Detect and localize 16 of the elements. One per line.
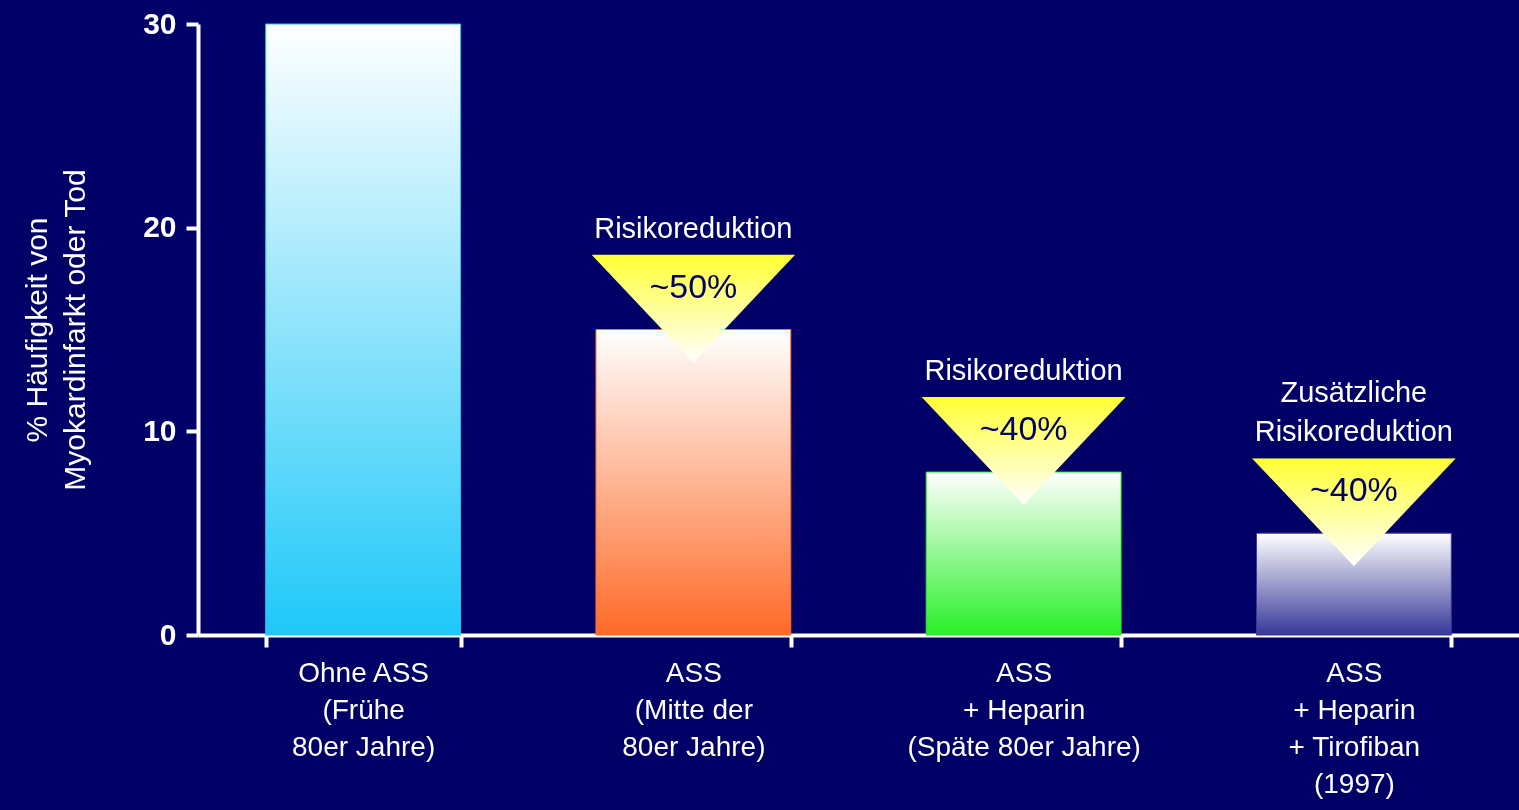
y-axis-title: % Häufigkeit von Myokardinfarkt oder Tod (20, 169, 92, 491)
annotation: ~40% (979, 409, 1068, 448)
y-tick-label: 30 (143, 6, 177, 40)
bar (265, 23, 462, 636)
x-tick-label: ASS (Mitte der 80er Jahre) (622, 656, 766, 762)
x-tick-label: ASS + Heparin (Späte 80er Jahre) (907, 656, 1141, 762)
x-tick-label: ASS + Heparin + Tirofiban (1997) (1288, 656, 1421, 799)
annotation: Risikoreduktion (924, 354, 1123, 387)
annotation: ~40% (1309, 470, 1398, 509)
annotation: ~50% (649, 266, 738, 305)
y-tick-label: 20 (143, 210, 177, 244)
x-tick-label: Ohne ASS (Frühe 80er Jahre) (292, 656, 436, 762)
annotation: Risikoreduktion (594, 211, 793, 244)
y-tick-label: 0 (159, 617, 177, 651)
y-tick-label: 10 (143, 413, 177, 447)
annotation: Zusätzliche Risikoreduktion (1254, 376, 1454, 448)
